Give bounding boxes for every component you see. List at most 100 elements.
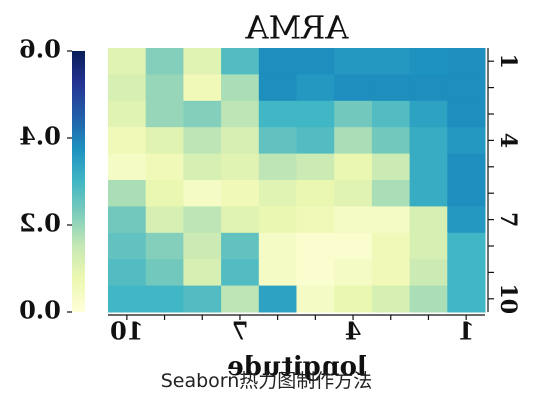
heatmap-cell — [371, 48, 411, 75]
heatmap-cell — [145, 127, 184, 155]
heatmap-cell — [183, 259, 222, 287]
heatmap-cell — [183, 206, 222, 234]
heatmap-cell — [145, 285, 184, 313]
heatmap-cells — [108, 48, 486, 313]
heatmap-cell — [447, 100, 486, 128]
heatmap-cell — [334, 100, 373, 128]
heatmap-cell — [258, 153, 297, 181]
heatmap-cell — [183, 232, 222, 260]
heatmap-cell — [371, 206, 411, 234]
heatmap-cell — [183, 48, 222, 75]
heatmap-cell — [258, 259, 297, 287]
heatmap-cell — [221, 74, 260, 102]
heatmap-cell — [258, 127, 297, 155]
heatmap-cell — [108, 206, 147, 234]
heatmap-cell — [447, 180, 486, 207]
colorbar — [72, 51, 85, 312]
heatmap-cell — [221, 180, 260, 207]
heatmap-cell — [409, 206, 448, 234]
heatmap-cell — [145, 48, 184, 75]
heatmap-cell — [296, 206, 335, 234]
heatmap-cell — [221, 48, 260, 75]
heatmap-cell — [409, 48, 448, 75]
heatmap-cell — [145, 100, 184, 128]
heatmap-cell — [447, 153, 486, 181]
heatmap-cell — [183, 180, 222, 207]
heatmap-cell — [334, 180, 373, 207]
heatmap-cell — [409, 232, 448, 260]
heatmap-cell — [108, 180, 147, 207]
heatmap-cell — [334, 285, 373, 313]
column-tick-label: 1 — [458, 317, 475, 346]
heatmap-cell — [447, 259, 486, 287]
heatmap-cell — [334, 259, 373, 287]
heatmap-cell — [258, 285, 297, 313]
heatmap-cell — [447, 48, 486, 75]
heatmap-cell — [409, 180, 448, 207]
heatmap-cell — [145, 74, 184, 102]
chart-title: ARMA — [245, 9, 350, 47]
heatmap-cell — [108, 153, 147, 181]
heatmap-cell — [221, 232, 260, 260]
heatmap-cell — [296, 180, 335, 207]
heatmap-cell — [371, 232, 411, 260]
heatmap-cell — [371, 153, 411, 181]
heatmap-cell — [108, 48, 147, 75]
colorbar-tick-label: 0.4 — [19, 122, 61, 151]
heatmap-cell — [108, 74, 147, 102]
heatmap-cell — [371, 74, 411, 102]
heatmap-cell — [258, 100, 297, 128]
heatmap-cell — [145, 206, 184, 234]
heatmap-cell — [108, 232, 147, 260]
heatmap-cell — [371, 100, 411, 128]
heatmap-cell — [296, 232, 335, 260]
heatmap-cell — [447, 206, 486, 234]
heatmap-cell — [334, 153, 373, 181]
row-axis: 1 4 7 10 — [487, 48, 521, 314]
heatmap-cell — [221, 259, 260, 287]
heatmap-cell — [221, 206, 260, 234]
row-tick-label: 1 — [495, 54, 521, 69]
colorbar-tick-label: 0.6 — [19, 35, 61, 64]
heatmap-cell — [296, 153, 335, 181]
heatmap-cell — [183, 285, 222, 313]
heatmap-cell — [145, 259, 184, 287]
column-tick-label: 10 — [110, 317, 143, 346]
heatmap-cell — [409, 259, 448, 287]
heatmap-cell — [334, 232, 373, 260]
heatmap-cell — [221, 100, 260, 128]
heatmap-cell — [334, 127, 373, 155]
heatmap-cell — [258, 74, 297, 102]
colorbar-tick-label: 0.2 — [19, 209, 61, 238]
heatmap-cell — [409, 153, 448, 181]
heatmap-cell — [447, 285, 486, 313]
heatmap-cell — [258, 180, 297, 207]
row-tick-label: 4 — [495, 133, 521, 148]
x-axis-label: longitude — [227, 352, 367, 382]
heatmap-cell — [221, 127, 260, 155]
heatmap-cell — [409, 74, 448, 102]
heatmap-cell — [183, 127, 222, 155]
heatmap-cell — [258, 206, 297, 234]
caption: Seaborn热力图制作方法 — [160, 370, 373, 392]
heatmap-cell — [296, 285, 335, 313]
column-tick-label: 4 — [345, 317, 362, 346]
heatmap-cell — [371, 180, 411, 207]
heatmap-cell — [108, 285, 147, 313]
heatmap-cell — [108, 259, 147, 287]
heatmap-cell — [371, 259, 411, 287]
heatmap-cell — [447, 127, 486, 155]
heatmap-cell — [409, 100, 448, 128]
row-tick-label: 7 — [495, 212, 521, 227]
row-tick-label: 10 — [495, 283, 521, 314]
heatmap-cell — [183, 74, 222, 102]
heatmap-cell — [183, 100, 222, 128]
column-tick-label: 7 — [232, 317, 249, 346]
heatmap-cell — [447, 74, 486, 102]
heatmap-cell — [296, 100, 335, 128]
heatmap-cell — [409, 285, 448, 313]
heatmap-cell — [447, 232, 486, 260]
heatmap-cell — [371, 285, 411, 313]
heatmap-cell — [221, 285, 260, 313]
